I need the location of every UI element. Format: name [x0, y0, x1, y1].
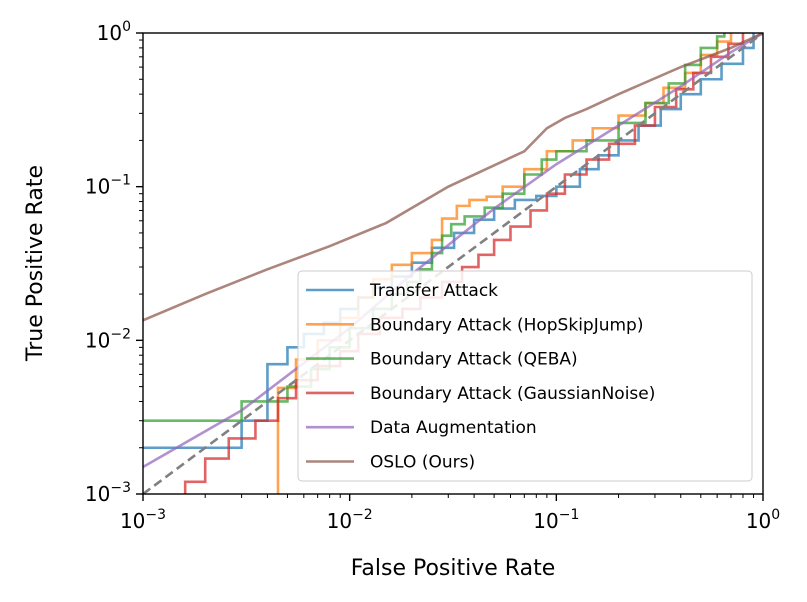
- x-tick-label-1: 10−3: [120, 507, 166, 533]
- y-tick-label-3: 10−1: [85, 173, 131, 199]
- legend-label-1: Transfer Attack: [369, 281, 498, 301]
- plot-frame: [142, 32, 764, 495]
- x-tick-label-4: 100: [746, 507, 780, 533]
- y-axis-label: True Positive Rate: [23, 165, 48, 362]
- legend: Transfer Attack Boundary Attack (HopSkipJ…: [297, 270, 753, 482]
- tick-layer: 10−3 10−2 10−1 100 10−3 10−2 10−1 100: [85, 19, 780, 533]
- chance-reference-line: [143, 33, 763, 494]
- legend-label-5: Data Augmentation: [370, 418, 537, 438]
- x-tick-label-2: 10−2: [327, 507, 373, 533]
- x-axis-label: False Positive Rate: [351, 556, 555, 581]
- legend-label-6: OSLO (Ours): [370, 453, 475, 473]
- y-tick-label-1: 10−3: [85, 480, 131, 506]
- x-tick-label-3: 10−1: [533, 507, 579, 533]
- legend-label-2: Boundary Attack (HopSkipJump): [370, 315, 643, 335]
- legend-label-4: Boundary Attack (GaussianNoise): [370, 384, 655, 404]
- y-tick-label-2: 10−2: [85, 326, 131, 352]
- legend-frame: [297, 270, 753, 482]
- y-tick-label-4: 100: [97, 19, 131, 45]
- series-line-5: [143, 33, 763, 469]
- legend-label-3: Boundary Attack (QEBA): [370, 350, 578, 370]
- series-line-6: [143, 33, 763, 322]
